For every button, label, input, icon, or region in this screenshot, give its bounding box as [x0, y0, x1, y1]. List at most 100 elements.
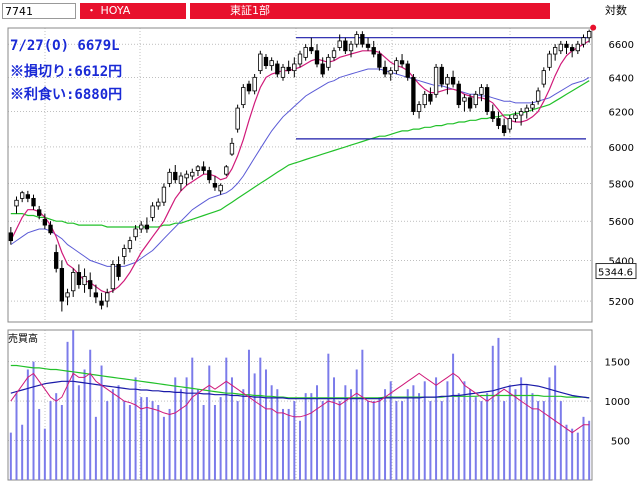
candle	[587, 29, 592, 43]
candle	[88, 272, 93, 297]
candle	[122, 244, 127, 265]
candle-body	[513, 114, 518, 119]
candle-body	[575, 43, 580, 52]
volume-bar	[185, 377, 188, 480]
candle-body	[218, 184, 223, 192]
volume-bar	[253, 373, 256, 480]
candle	[445, 73, 450, 95]
volume-bar	[565, 424, 568, 480]
volume-bar	[503, 401, 506, 480]
volume-bar	[134, 377, 137, 480]
volume-bar	[304, 393, 307, 480]
candle	[8, 227, 13, 245]
volume-bar	[15, 393, 18, 480]
candle	[479, 84, 484, 102]
volume-bar	[242, 389, 245, 480]
volume-bar	[514, 389, 517, 480]
candle	[456, 80, 461, 109]
candle	[144, 217, 150, 233]
market-label: 東証1部	[190, 3, 550, 19]
volume-bar	[230, 377, 233, 480]
candle	[569, 44, 575, 58]
candle-body	[195, 166, 201, 171]
candle	[354, 31, 359, 48]
candle-body	[439, 66, 444, 85]
candle	[246, 80, 252, 95]
volume-bar	[202, 405, 205, 480]
volume-ma-pink	[10, 372, 590, 434]
candle	[303, 44, 308, 61]
candle-body	[314, 50, 320, 65]
candle	[76, 264, 82, 289]
candle	[42, 213, 48, 229]
volume-bar	[525, 385, 528, 480]
candle	[258, 50, 263, 74]
volume-bar	[162, 416, 165, 480]
candle-body	[360, 34, 365, 45]
candle-body	[54, 252, 59, 269]
candle	[212, 176, 218, 191]
candle	[365, 37, 371, 51]
candle-body	[144, 224, 150, 230]
volume-bar	[435, 377, 438, 480]
candle	[541, 67, 546, 88]
candle	[501, 118, 507, 137]
candle	[581, 34, 586, 48]
candle-body	[462, 97, 467, 102]
volume-bar	[60, 405, 63, 480]
volume-bar	[367, 401, 370, 480]
candle-body	[507, 118, 512, 130]
candle-body	[473, 93, 478, 106]
candle-body	[246, 83, 252, 92]
candle-body	[564, 43, 569, 48]
volume-bar	[384, 389, 387, 480]
volume-bar	[520, 377, 523, 480]
volume-bar	[117, 385, 120, 480]
candle-body	[65, 292, 70, 298]
candle	[218, 183, 223, 195]
candle-body	[394, 60, 399, 72]
candle	[326, 54, 331, 71]
chart-area[interactable]: 5200 5400 5600 5800 6000 6200 6400 6600 5344.6 5…	[0, 22, 637, 483]
volume-bar	[389, 381, 392, 480]
volume-ma-green	[10, 364, 590, 399]
volume-bar	[537, 401, 540, 480]
candle	[252, 73, 257, 95]
candle	[178, 172, 184, 191]
candle-body	[201, 166, 206, 171]
candle-body	[309, 47, 314, 52]
volume-bar	[236, 401, 239, 480]
candle	[490, 104, 495, 123]
ticker-code[interactable]: 7741	[2, 3, 76, 19]
volume-bar	[401, 401, 404, 480]
volume-bar	[281, 408, 284, 480]
candle	[133, 225, 138, 241]
candle	[201, 161, 206, 175]
candle-body	[235, 107, 240, 130]
volume-bar	[576, 432, 579, 480]
candle	[224, 165, 229, 177]
candle	[467, 94, 473, 112]
volume-bar	[333, 377, 336, 480]
volume-bar	[21, 424, 24, 480]
candle-body	[150, 205, 155, 218]
volume-bar	[83, 369, 86, 480]
candle-body	[456, 83, 461, 106]
candle-body	[496, 118, 501, 126]
candle-body	[411, 76, 416, 112]
candle-body	[388, 70, 393, 75]
candle-body	[190, 171, 195, 177]
volume-bar	[38, 408, 41, 480]
candle	[535, 87, 541, 105]
volume-bar	[66, 341, 69, 480]
candle	[382, 60, 388, 78]
scale-toggle[interactable]: 対数	[553, 3, 635, 19]
candle-body	[518, 111, 524, 116]
volume-bar	[72, 330, 75, 480]
candle	[286, 60, 291, 74]
volume-bar	[355, 369, 358, 480]
volume-bar	[344, 385, 347, 480]
candle-body	[297, 53, 303, 65]
candle	[93, 284, 99, 304]
volume-bar	[299, 420, 301, 480]
